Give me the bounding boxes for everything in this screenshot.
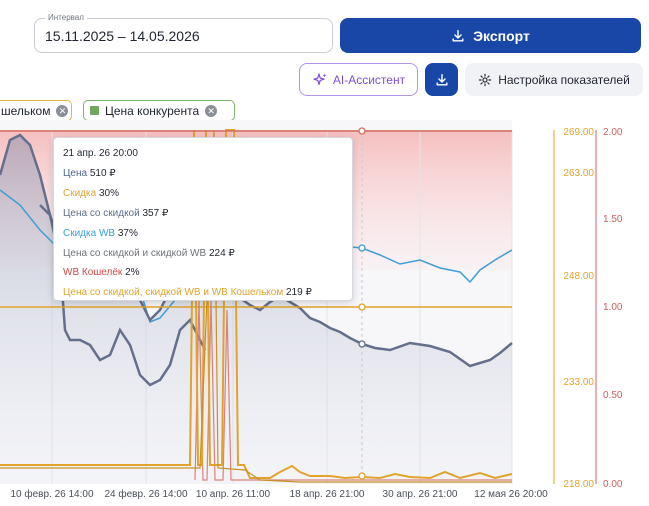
hover-point-price xyxy=(358,340,366,348)
tick-label: 269.00 xyxy=(563,127,594,138)
tooltip-row: Цена 510 ₽ xyxy=(63,164,343,184)
series-price-left xyxy=(39,204,207,387)
metrics-settings-label: Настройка показателей xyxy=(498,72,630,87)
tooltip-name: Скидка WB xyxy=(63,227,116,239)
tooltip-value: 224 ₽ xyxy=(208,247,235,259)
hover-point-top xyxy=(358,127,366,135)
legend-chip-competitor-price[interactable]: Цена конкурента ✕ xyxy=(83,100,235,121)
axis-x-ticks: 10 февр. 26 14:00 24 февр. 26 14:00 10 а… xyxy=(10,488,548,500)
tooltip-name: Цена со скидкой и скидкой WB xyxy=(63,247,207,259)
tooltip-name: Цена со скидкой, скидкой WB и WB Кошельк… xyxy=(63,287,284,299)
hover-point-discount xyxy=(358,303,366,311)
tooltip-row: Скидка WB 37% xyxy=(63,224,343,244)
hover-point-light xyxy=(358,244,366,252)
tooltip-row: Цена со скидкой, скидкой WB и WB Кошельк… xyxy=(63,283,343,303)
tick-label: 1.50 xyxy=(603,214,623,225)
sparkle-icon xyxy=(313,72,327,85)
interval-field[interactable]: Интервал 15.11.2025 – 14.05.2026 xyxy=(34,13,333,53)
tooltip-value: 219 ₽ xyxy=(286,287,312,299)
legend-swatch xyxy=(90,106,99,115)
tick-label: 24 февр. 26 14:00 xyxy=(104,488,187,500)
tooltip-value: 2% xyxy=(125,267,140,279)
tick-label: 233.00 xyxy=(563,377,594,388)
tooltip-name: Скидка xyxy=(63,187,97,199)
tick-label: 0.50 xyxy=(603,390,623,401)
download-icon xyxy=(435,73,448,86)
close-icon[interactable]: ✕ xyxy=(56,104,69,117)
tick-label: 1.00 xyxy=(603,302,623,313)
export-button-label: Экспорт xyxy=(473,27,530,44)
tick-label: 0.00 xyxy=(603,479,623,490)
axis-right2-ticks: 2.00 1.50 1.00 0.50 0.00 xyxy=(603,127,623,490)
gear-icon xyxy=(478,73,492,86)
tooltip-row: Цена со скидкой 357 ₽ xyxy=(63,204,343,224)
interval-value[interactable]: 15.11.2025 – 14.05.2026 xyxy=(45,28,200,44)
tick-label: 18 апр. 26 21:00 xyxy=(290,489,365,500)
chart-tooltip: 21 апр. 26 20:00 Цена 510 ₽ Скидка 30% Ц… xyxy=(53,137,353,301)
tooltip-value: 30% xyxy=(98,187,119,199)
tooltip-value: 357 ₽ xyxy=(142,207,169,219)
tooltip-name: Цена xyxy=(63,167,88,179)
series-final-price xyxy=(0,129,513,480)
close-icon[interactable]: ✕ xyxy=(205,104,218,117)
tooltip-row: Скидка 30% xyxy=(63,184,343,204)
legend-chip-wallet-price[interactable]: шельком ✕ xyxy=(0,100,72,121)
tooltip-value: 510 ₽ xyxy=(89,167,116,179)
tick-label: 218.00 xyxy=(563,479,594,490)
ai-assistant-label: AI-Ассистент xyxy=(332,72,406,87)
tick-label: 2.00 xyxy=(603,127,623,138)
ai-assistant-button[interactable]: AI-Ассистент xyxy=(299,63,418,96)
export-button[interactable]: Экспорт xyxy=(340,18,641,53)
interval-label: Интервал xyxy=(45,13,87,23)
price-area-fill xyxy=(0,135,512,484)
tooltip-value: 37% xyxy=(117,227,138,239)
download-button[interactable] xyxy=(425,63,458,96)
tooltip-date: 21 апр. 26 20:00 xyxy=(63,148,138,159)
legend-chip-label: шельком xyxy=(1,103,51,118)
tooltip-row: Цена со скидкой и скидкой WB 224 ₽ xyxy=(63,244,343,264)
legend-chip-label: Цена конкурента xyxy=(105,103,200,118)
axis-right1-ticks: 269.00 263.00 248.00 233.00 218.00 xyxy=(563,127,594,490)
tooltip-name: WB Кошелёк xyxy=(63,267,123,279)
hover-point-final xyxy=(358,472,366,480)
tick-label: 10 февр. 26 14:00 xyxy=(10,488,93,500)
tick-label: 248.00 xyxy=(563,271,594,282)
tick-label: 30 апр. 26 21:00 xyxy=(383,489,458,500)
tick-label: 12 мая 26 20:00 xyxy=(474,489,548,500)
metrics-settings-button[interactable]: Настройка показателей xyxy=(465,63,643,96)
tooltip-name: Цена со скидкой xyxy=(63,207,140,219)
tooltip-row: WB Кошелёк 2% xyxy=(63,263,343,283)
tick-label: 263.00 xyxy=(563,168,594,179)
series-wb-wallet xyxy=(194,299,512,481)
tick-label: 10 апр. 26 11:00 xyxy=(196,489,271,500)
download-icon xyxy=(452,29,464,42)
